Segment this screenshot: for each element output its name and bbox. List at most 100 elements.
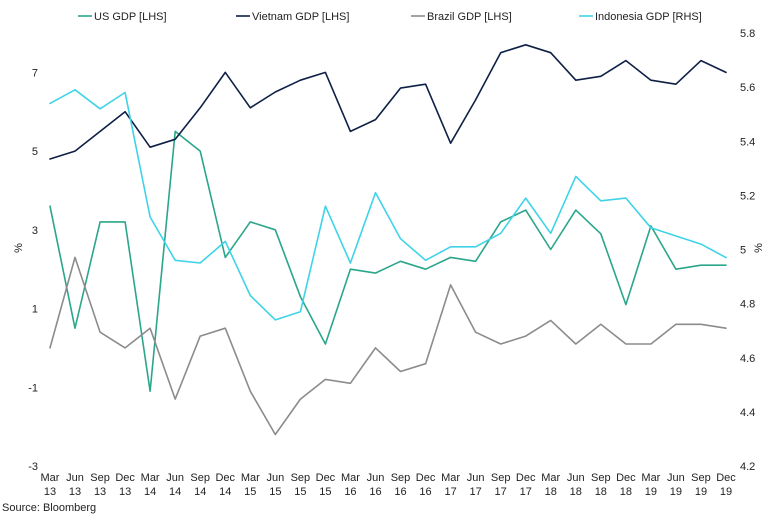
x-tick-year: 16 (394, 486, 406, 498)
left-tick-label: 3 (32, 225, 38, 237)
x-tick-label: Mar 15 (241, 472, 260, 498)
right-tick-label: 4.2 (740, 461, 755, 473)
x-tick-year: 16 (369, 486, 381, 498)
x-tick-label: Sep 19 (691, 472, 711, 498)
x-tick-label: Dec 14 (215, 472, 235, 498)
x-tick-year: 13 (69, 486, 81, 498)
x-tick-year: 19 (670, 486, 682, 498)
x-tick-label: Jun 16 (367, 472, 385, 498)
x-tick-label: Mar 18 (541, 472, 560, 498)
x-tick-year: 15 (294, 486, 306, 498)
x-tick-month: Dec (215, 472, 235, 484)
x-tick-month: Jun (467, 472, 485, 484)
x-tick-label: Sep 13 (90, 472, 110, 498)
x-tick-label: Jun 15 (266, 472, 284, 498)
x-tick-month: Jun (567, 472, 585, 484)
x-tick-year: 19 (695, 486, 707, 498)
x-tick-label: Mar 19 (641, 472, 660, 498)
x-tick-year: 14 (194, 486, 206, 498)
left-axis: -3 -1 1 3 5 7 (28, 67, 38, 473)
x-tick-label: Sep 18 (591, 472, 611, 498)
right-tick-label: 5.2 (740, 190, 755, 202)
x-tick-label: Jun 17 (467, 472, 485, 498)
right-tick-label: 5 (740, 245, 746, 257)
x-tick-label: Jun 18 (567, 472, 585, 498)
x-tick-label: Mar 17 (441, 472, 460, 498)
series-lines (49, 43, 727, 436)
x-tick-label: Dec 15 (316, 472, 336, 498)
left-axis-title: % (13, 243, 25, 253)
x-tick-month: Dec (516, 472, 536, 484)
x-tick-year: 13 (119, 486, 131, 498)
x-tick-month: Dec (616, 472, 636, 484)
x-tick-year: 17 (470, 486, 482, 498)
x-tick-year: 17 (495, 486, 507, 498)
series-line-us (49, 130, 727, 393)
x-tick-year: 15 (244, 486, 256, 498)
x-tick-year: 18 (620, 486, 632, 498)
x-tick-year: 16 (344, 486, 356, 498)
x-tick-month: Mar (141, 472, 160, 484)
x-tick-year: 18 (595, 486, 607, 498)
x-tick-year: 19 (645, 486, 657, 498)
x-tick-year: 16 (419, 486, 431, 498)
x-tick-month: Sep (491, 472, 511, 484)
series-line-brazil (49, 256, 727, 436)
source-note: Source: Bloomberg (2, 502, 97, 514)
x-tick-label: Dec 17 (516, 472, 536, 498)
x-tick-label: Jun 14 (166, 472, 184, 498)
x-tick-month: Dec (416, 472, 436, 484)
x-tick-label: Jun 13 (66, 472, 84, 498)
left-tick-label: 1 (32, 304, 38, 316)
x-tick-year: 13 (44, 486, 56, 498)
right-tick-label: 4.8 (740, 299, 755, 311)
x-tick-month: Jun (667, 472, 685, 484)
series-line-vietnam (49, 43, 727, 160)
legend-item: Vietnam GDP [LHS] (236, 11, 349, 23)
x-tick-month: Sep (190, 472, 210, 484)
x-tick-month: Sep (591, 472, 611, 484)
x-tick-year: 14 (144, 486, 156, 498)
x-tick-month: Sep (291, 472, 311, 484)
x-tick-month: Mar (341, 472, 360, 484)
legend-item: US GDP [LHS] (78, 11, 167, 23)
x-tick-month: Jun (66, 472, 84, 484)
x-tick-label: Dec 18 (616, 472, 636, 498)
x-tick-year: 13 (94, 486, 106, 498)
x-tick-month: Mar (641, 472, 660, 484)
right-axis: 4.2 4.4 4.6 4.8 5 5.2 5.4 5.6 5.8 (740, 28, 755, 473)
x-axis: Mar 13 Jun 13 Sep 13 Dec 13 Mar 14 Jun 14 Sep 14 Dec 14… (41, 472, 737, 498)
x-tick-year: 15 (319, 486, 331, 498)
x-tick-month: Jun (266, 472, 284, 484)
series-line-indonesia (49, 89, 727, 321)
x-tick-month: Mar (241, 472, 260, 484)
x-tick-label: Dec 19 (716, 472, 736, 498)
x-tick-month: Dec (316, 472, 336, 484)
x-tick-month: Sep (90, 472, 110, 484)
legend: US GDP [LHS] Vietnam GDP [LHS] Brazil GDP … (78, 11, 702, 23)
x-tick-label: Mar 13 (41, 472, 60, 498)
left-tick-label: -1 (28, 382, 38, 394)
x-tick-month: Mar (441, 472, 460, 484)
x-tick-year: 18 (570, 486, 582, 498)
x-tick-label: Sep 16 (391, 472, 411, 498)
legend-label: Indonesia GDP [RHS] (595, 11, 702, 23)
x-tick-year: 14 (169, 486, 181, 498)
right-axis-title: % (753, 243, 765, 253)
x-tick-month: Sep (391, 472, 411, 484)
x-tick-year: 18 (545, 486, 557, 498)
x-tick-year: 17 (520, 486, 532, 498)
x-tick-label: Mar 14 (141, 472, 160, 498)
right-tick-label: 4.6 (740, 353, 755, 365)
legend-label: Brazil GDP [LHS] (427, 11, 512, 23)
x-tick-label: Jun 19 (667, 472, 685, 498)
x-tick-year: 14 (219, 486, 231, 498)
legend-item: Brazil GDP [LHS] (411, 11, 512, 23)
x-tick-month: Jun (166, 472, 184, 484)
x-tick-label: Sep 15 (291, 472, 311, 498)
x-tick-year: 19 (720, 486, 732, 498)
legend-item: Indonesia GDP [RHS] (579, 11, 702, 23)
x-tick-month: Dec (716, 472, 736, 484)
x-tick-label: Dec 16 (416, 472, 436, 498)
